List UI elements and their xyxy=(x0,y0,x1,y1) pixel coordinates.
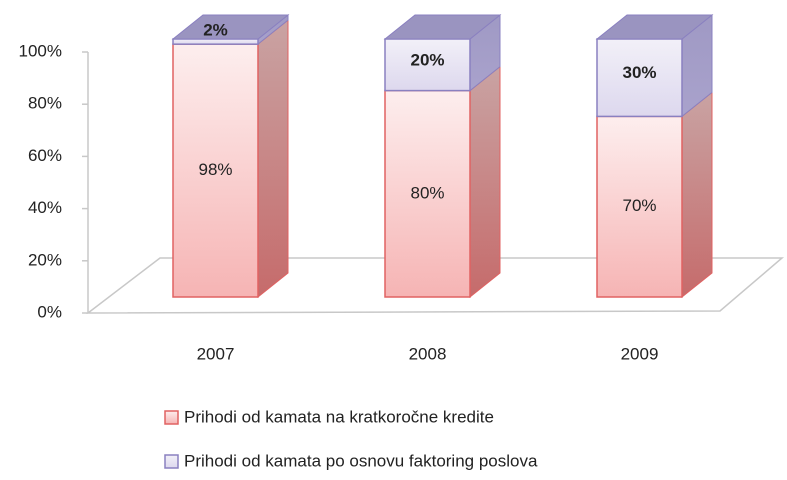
y-tick-label: 60% xyxy=(28,146,62,165)
y-tick-label: 20% xyxy=(28,250,62,269)
data-label: 30% xyxy=(622,63,656,82)
x-tick-label: 2009 xyxy=(621,344,659,363)
bar-top xyxy=(171,14,290,40)
bar-side xyxy=(469,65,501,299)
bar-top xyxy=(383,14,502,40)
data-label: 70% xyxy=(622,196,656,215)
data-label: 2% xyxy=(203,20,228,39)
legend-label: Prihodi od kamata na kratkoročne kredite xyxy=(184,407,494,426)
y-tick-label: 80% xyxy=(28,94,62,113)
data-label: 98% xyxy=(198,160,232,179)
bar-top xyxy=(595,14,714,40)
bar xyxy=(172,43,259,298)
legend-swatch xyxy=(164,410,179,425)
data-label: 20% xyxy=(410,50,444,69)
bar xyxy=(596,115,683,298)
y-tick-label: 40% xyxy=(28,198,62,217)
floor xyxy=(85,257,785,314)
x-tick-label: 2007 xyxy=(197,344,235,363)
y-tick-label: 0% xyxy=(37,302,62,321)
bar xyxy=(384,89,471,298)
legend-swatch xyxy=(164,454,179,469)
legend-label: Prihodi od kamata po osnovu faktoring po… xyxy=(184,451,538,470)
x-tick-label: 2008 xyxy=(409,344,447,363)
bar-side xyxy=(257,19,289,299)
bar xyxy=(384,38,471,92)
data-label: 80% xyxy=(410,183,444,202)
bar-side xyxy=(681,91,713,299)
bar xyxy=(172,38,259,45)
bar xyxy=(596,38,683,118)
y-tick-label: 100% xyxy=(19,41,62,60)
